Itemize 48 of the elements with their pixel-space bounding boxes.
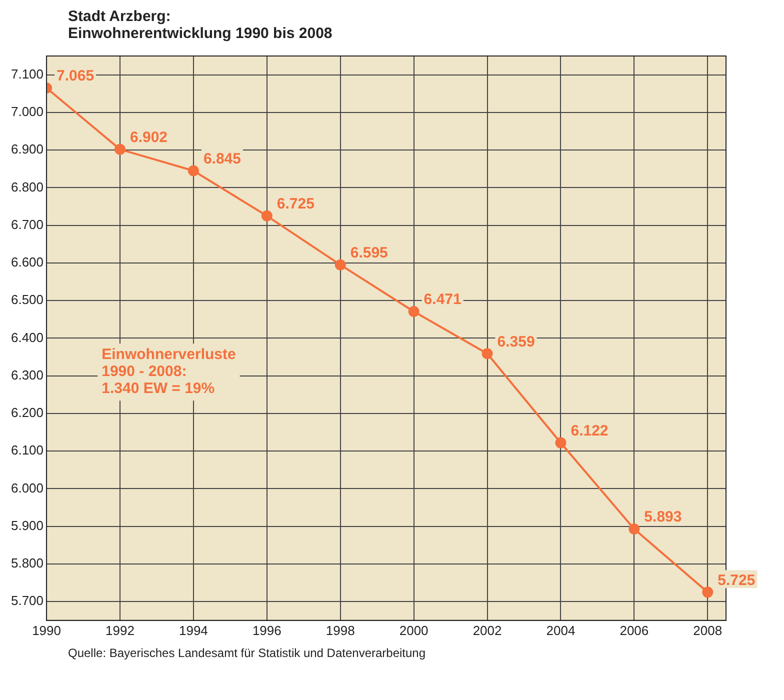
y-tick-label: 6.500	[10, 292, 44, 308]
y-tick-label: 6.100	[10, 442, 44, 458]
point	[334, 259, 346, 270]
x-tick-label: 1996	[252, 622, 282, 638]
y-tick-label: 6.400	[10, 330, 44, 345]
data-label: 6.471	[424, 291, 462, 308]
y-tick-label: 7.000	[10, 104, 44, 120]
x-tick-label: 2008	[693, 622, 722, 638]
y-tick-label: 6.800	[10, 179, 44, 194]
y-tick-label: 6.900	[10, 142, 44, 157]
chart-title: Stadt Arzberg:	[68, 8, 172, 25]
y-tick-label: 6.700	[10, 216, 44, 232]
data-label: 6.725	[276, 196, 314, 213]
data-label: 6.845	[203, 150, 241, 168]
x-tick-label: 2002	[472, 622, 502, 638]
point	[188, 165, 199, 176]
x-tick-label: 1992	[106, 622, 134, 638]
x-tick-label: 2004	[546, 622, 576, 638]
source-note: Quelle: Bayerisches Landesamt für Statistik und Datenverarbeitung	[68, 646, 427, 660]
x-tick-label: 1994	[178, 622, 208, 638]
point	[702, 586, 714, 598]
data-label: 6.122	[570, 422, 608, 440]
y-tick-label: 6.200	[10, 405, 44, 420]
y-tick-label: 7.100	[10, 66, 44, 82]
x-tick-label: 2006	[620, 622, 649, 638]
y-tick-label: 5.900	[10, 518, 44, 533]
point	[628, 523, 640, 534]
chart-subtitle: Einwohnerentwicklung 1990 bis 2008	[68, 25, 334, 42]
data-label: 5.893	[644, 508, 682, 526]
y-tick-label: 5.800	[10, 556, 44, 571]
data-label: 6.595	[350, 244, 388, 262]
point	[555, 437, 566, 448]
y-tick-label: 6.000	[10, 480, 44, 496]
x-tick-label: 2000	[399, 622, 428, 638]
point	[482, 348, 493, 360]
y-tick-label: 5.700	[10, 593, 44, 608]
data-label: 5.725	[718, 572, 756, 589]
data-label: 6.359	[497, 333, 535, 350]
y-tick-label: 6.300	[10, 367, 44, 382]
y-tick-label: 6.600	[10, 254, 44, 270]
data-label: 6.902	[130, 128, 168, 146]
point	[261, 210, 272, 222]
point	[408, 306, 420, 317]
x-tick-label: 1990	[32, 622, 61, 638]
x-tick-label: 1998	[326, 622, 355, 638]
annotation: Einwohnerverluste 1990 - 2008: 1.340 EW = 19%	[102, 346, 236, 398]
point	[114, 144, 126, 155]
data-label: 7.065	[56, 68, 94, 85]
